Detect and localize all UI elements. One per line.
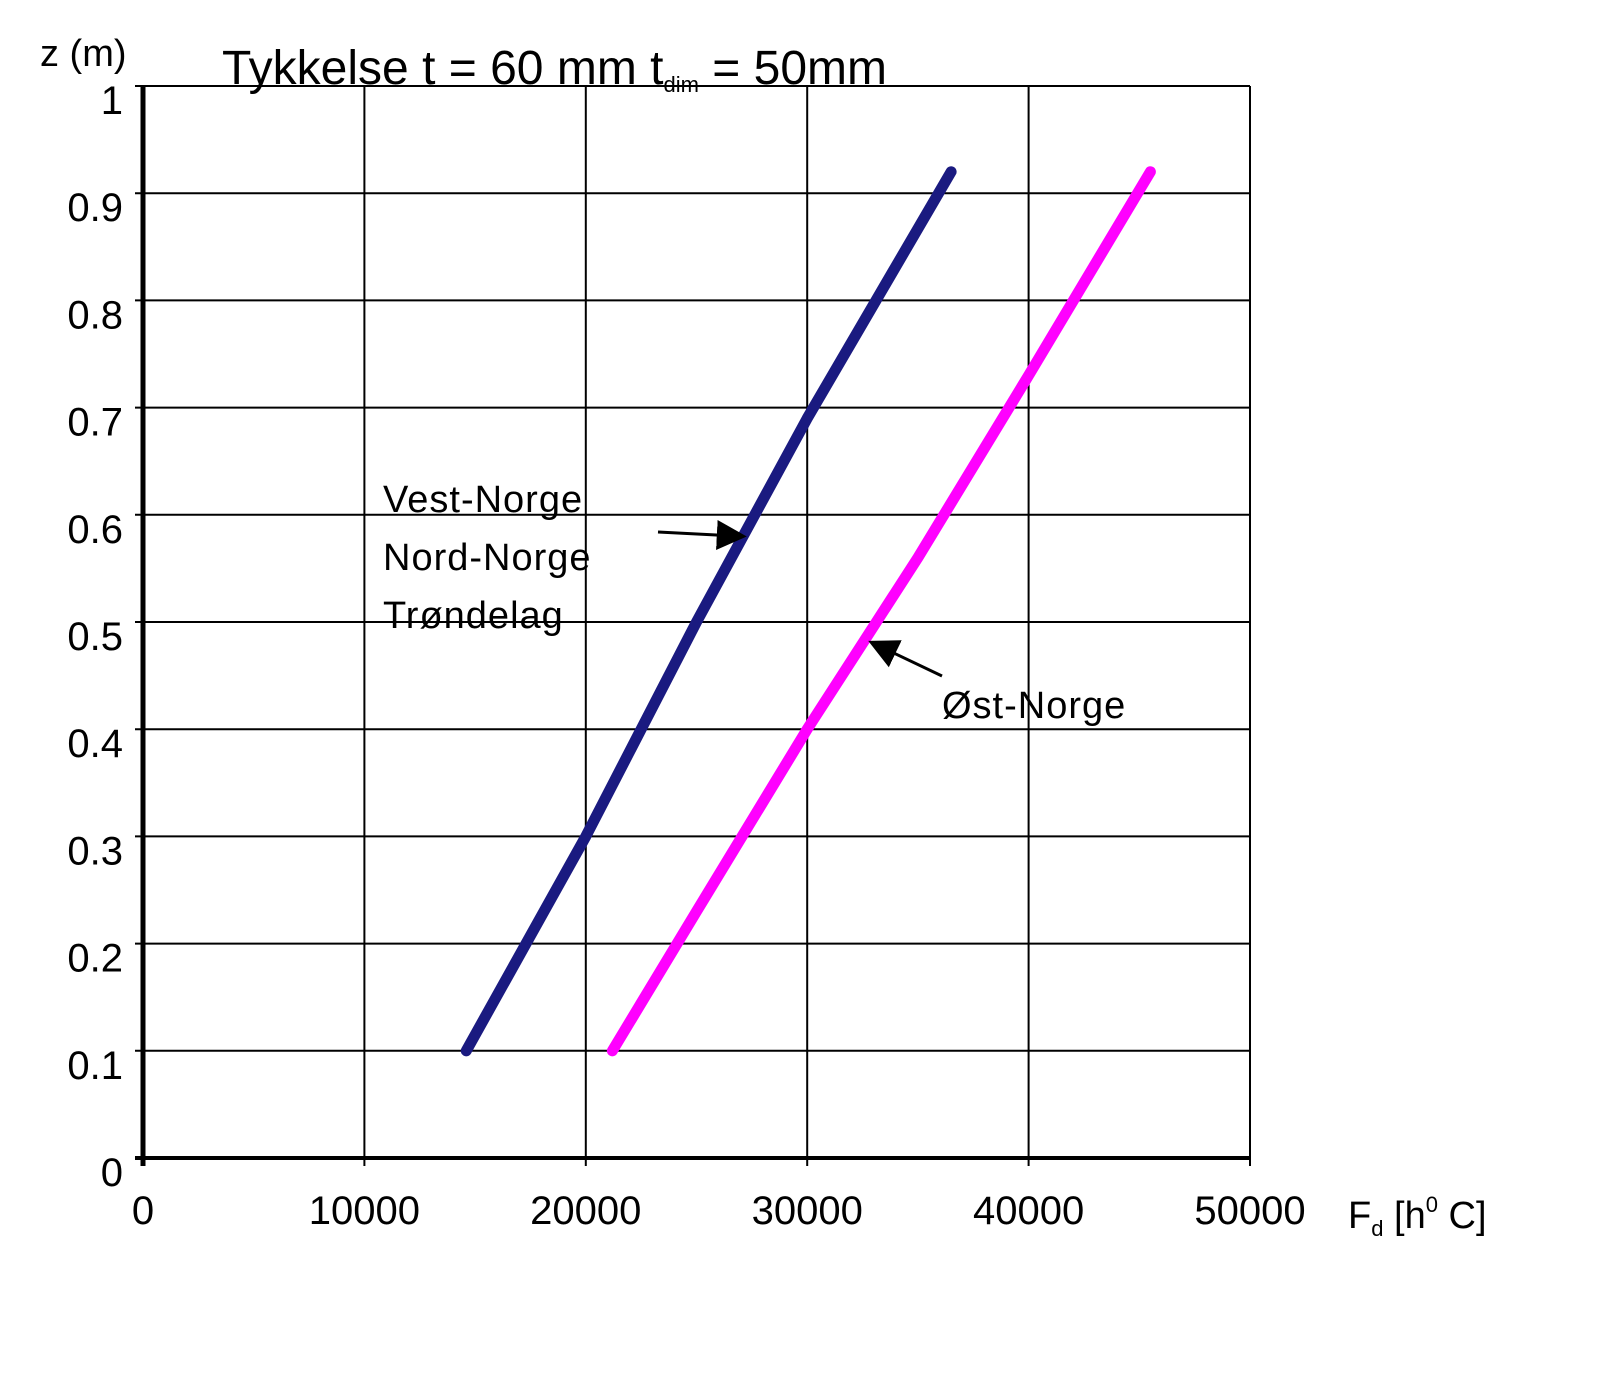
y-tick-label: 0	[101, 1151, 123, 1195]
grid	[135, 85, 1251, 1166]
x-axis-label: Fd [h0 C]	[1348, 1192, 1487, 1241]
y-tick-label: 1	[101, 79, 123, 123]
tick-labels: 0 10000 20000 30000 40000 50000 0 0.1 0.2 0.3 0.4 0…	[67, 79, 1305, 1233]
x-tick-label: 10000	[309, 1189, 420, 1233]
x-tick-label: 30000	[752, 1189, 863, 1233]
y-tick-label: 0.3	[67, 829, 123, 873]
y-tick-label: 0.4	[67, 722, 123, 766]
chart-title: Tykkelse t = 60 mm tdim = 50mm	[222, 42, 887, 97]
x-tick-label: 40000	[973, 1189, 1084, 1233]
y-tick-label: 0.8	[67, 293, 123, 337]
annotation-arrow-west	[657, 520, 747, 550]
y-tick-label: 0.7	[67, 401, 123, 445]
series-line-1	[460, 166, 957, 1057]
series-layer	[460, 166, 1156, 1057]
y-tick-label: 0.2	[67, 937, 123, 981]
annotation-label-east: Øst-Norge	[942, 685, 1126, 727]
x-tick-label: 20000	[530, 1189, 641, 1233]
annotations: Vest-Norge Nord-Norge Trøndelag Øst-Norge	[383, 479, 1126, 727]
y-tick-label: 0.9	[67, 186, 123, 230]
y-tick-label: 0.5	[67, 615, 123, 659]
series-line-2	[606, 166, 1156, 1057]
annotation-label-west: Vest-Norge	[383, 479, 583, 521]
y-axis-label: z (m)	[40, 33, 127, 75]
annotation-label-west: Nord-Norge	[383, 537, 592, 579]
y-tick-label: 0.1	[67, 1044, 123, 1088]
y-tick-label: 0.6	[67, 508, 123, 552]
x-tick-label: 50000	[1194, 1189, 1305, 1233]
annotation-label-west: Trøndelag	[383, 595, 564, 637]
x-tick-label: 0	[132, 1189, 154, 1233]
annotation-arrow-east	[868, 640, 943, 678]
